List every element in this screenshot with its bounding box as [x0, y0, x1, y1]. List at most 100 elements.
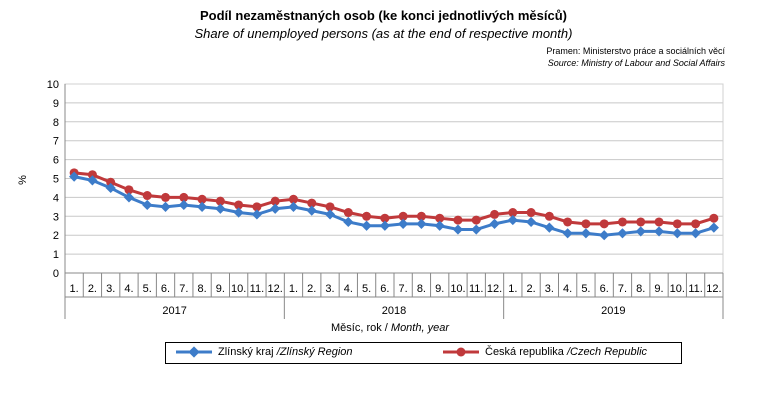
- point-zlin: [489, 218, 500, 229]
- x-category-label: 5.: [581, 283, 590, 295]
- x-category-label: 12.: [706, 283, 721, 295]
- point-zlin: [452, 224, 464, 235]
- y-tick-label: 5: [53, 174, 59, 186]
- point-cr: [508, 208, 518, 218]
- series-line-zlin: [73, 175, 715, 237]
- point-zlin: [288, 201, 299, 212]
- source-czech: Pramen: Ministerstvo práce a sociálních …: [546, 46, 725, 56]
- x-category-label: 4.: [344, 283, 353, 295]
- point-zlin: [672, 228, 683, 239]
- y-tick-labels: 0 1 2 3 4 5 6 7 8 9 10: [47, 79, 59, 280]
- year-label: 2019: [601, 305, 625, 317]
- x-category-label: 7.: [618, 283, 627, 295]
- point-zlin: [343, 216, 354, 228]
- point-zlin: [434, 220, 445, 231]
- x-category-label: 11.: [469, 283, 483, 295]
- y-tick-label: 3: [53, 211, 59, 223]
- y-tick-label: 2: [53, 230, 59, 242]
- point-zlin: [708, 222, 719, 233]
- x-category-label: 7.: [179, 283, 188, 295]
- point-zlin: [416, 218, 427, 229]
- y-tick-label: 8: [53, 117, 59, 129]
- point-cr: [398, 211, 408, 221]
- point-cr: [343, 208, 353, 218]
- point-zlin: [142, 199, 153, 211]
- legend-label-zlin-cz: Zlínský kraj: [218, 346, 274, 358]
- data-series: [69, 168, 719, 241]
- point-cr: [380, 213, 390, 223]
- point-cr: [490, 209, 500, 219]
- y-tick-label: 0: [53, 268, 59, 280]
- point-cr: [617, 217, 627, 227]
- x-category-label: 7.: [399, 283, 408, 295]
- x-category-label: 6.: [161, 283, 170, 295]
- x-category-label: 11.: [688, 283, 702, 295]
- legend-item-zlin: Zlínský kraj /Zlínský Region: [176, 346, 353, 358]
- point-cr: [124, 185, 134, 195]
- point-cr: [307, 198, 317, 208]
- year-label: 2018: [382, 305, 406, 317]
- point-cr: [288, 194, 298, 204]
- series-zlin: [69, 171, 719, 241]
- legend: Zlínský kraj /Zlínský Region Česká repub…: [165, 342, 682, 364]
- chart-subtitle: Share of unemployed persons (as at the e…: [194, 26, 573, 41]
- x-category-label: 3.: [325, 283, 334, 295]
- x-category-label: 3.: [545, 283, 554, 295]
- point-cr: [325, 202, 335, 212]
- point-cr: [544, 211, 554, 221]
- grid-lines: [65, 83, 723, 255]
- x-category-label: 1.: [289, 283, 298, 295]
- point-cr: [471, 215, 481, 225]
- point-cr: [581, 219, 591, 229]
- point-zlin: [690, 228, 701, 239]
- x-category-label: 12.: [268, 283, 283, 295]
- point-zlin: [398, 218, 409, 229]
- point-zlin: [617, 228, 628, 239]
- point-cr: [179, 192, 189, 202]
- x-category-label: 11.: [250, 283, 264, 295]
- legend-label-cr-en: /Czech Republic: [566, 346, 648, 358]
- legend-marker-zlin: [176, 346, 212, 358]
- point-zlin: [306, 205, 317, 216]
- x-category-label: 10.: [231, 283, 246, 295]
- point-cr: [654, 217, 664, 227]
- axes: [64, 83, 724, 319]
- series-cr: [69, 168, 719, 229]
- x-category-label: 9.: [654, 283, 663, 295]
- x-category-label: 1.: [70, 283, 79, 295]
- y-tick-label: 6: [53, 155, 59, 167]
- point-cr: [563, 217, 573, 227]
- chart-title: Podíl nezaměstnaných osob (ke konci jedn…: [200, 8, 567, 23]
- point-zlin: [580, 228, 592, 239]
- y-axis-label: %: [17, 175, 29, 185]
- point-cr: [526, 208, 536, 218]
- point-zlin: [270, 203, 281, 214]
- source-english: Source: Ministry of Labour and Social Af…: [547, 58, 725, 68]
- point-cr: [416, 211, 426, 221]
- point-zlin: [178, 199, 189, 211]
- x-category-label: 3.: [106, 283, 115, 295]
- x-axis-label: Měsíc, rok / Month, year: [331, 322, 450, 334]
- year-label: 2017: [162, 305, 186, 317]
- point-zlin: [544, 222, 555, 233]
- legend-marker-cr: [443, 347, 479, 357]
- x-category-label: 2.: [88, 283, 97, 295]
- point-cr: [435, 213, 445, 223]
- point-zlin: [379, 220, 390, 231]
- point-zlin: [105, 182, 116, 194]
- point-zlin: [215, 203, 226, 214]
- point-zlin: [471, 224, 482, 235]
- point-zlin: [361, 220, 372, 231]
- point-cr: [691, 219, 701, 229]
- point-cr: [672, 219, 682, 229]
- x-category-label: 5.: [143, 283, 152, 295]
- y-tick-label: 7: [53, 136, 59, 148]
- y-tick-label: 10: [47, 79, 59, 91]
- point-cr: [161, 192, 171, 202]
- point-zlin: [160, 201, 171, 212]
- point-zlin: [599, 230, 610, 241]
- legend-label-cr-cz: Česká republika: [485, 346, 564, 358]
- point-cr: [197, 194, 207, 204]
- x-axis-label-en: Month, year: [391, 322, 450, 334]
